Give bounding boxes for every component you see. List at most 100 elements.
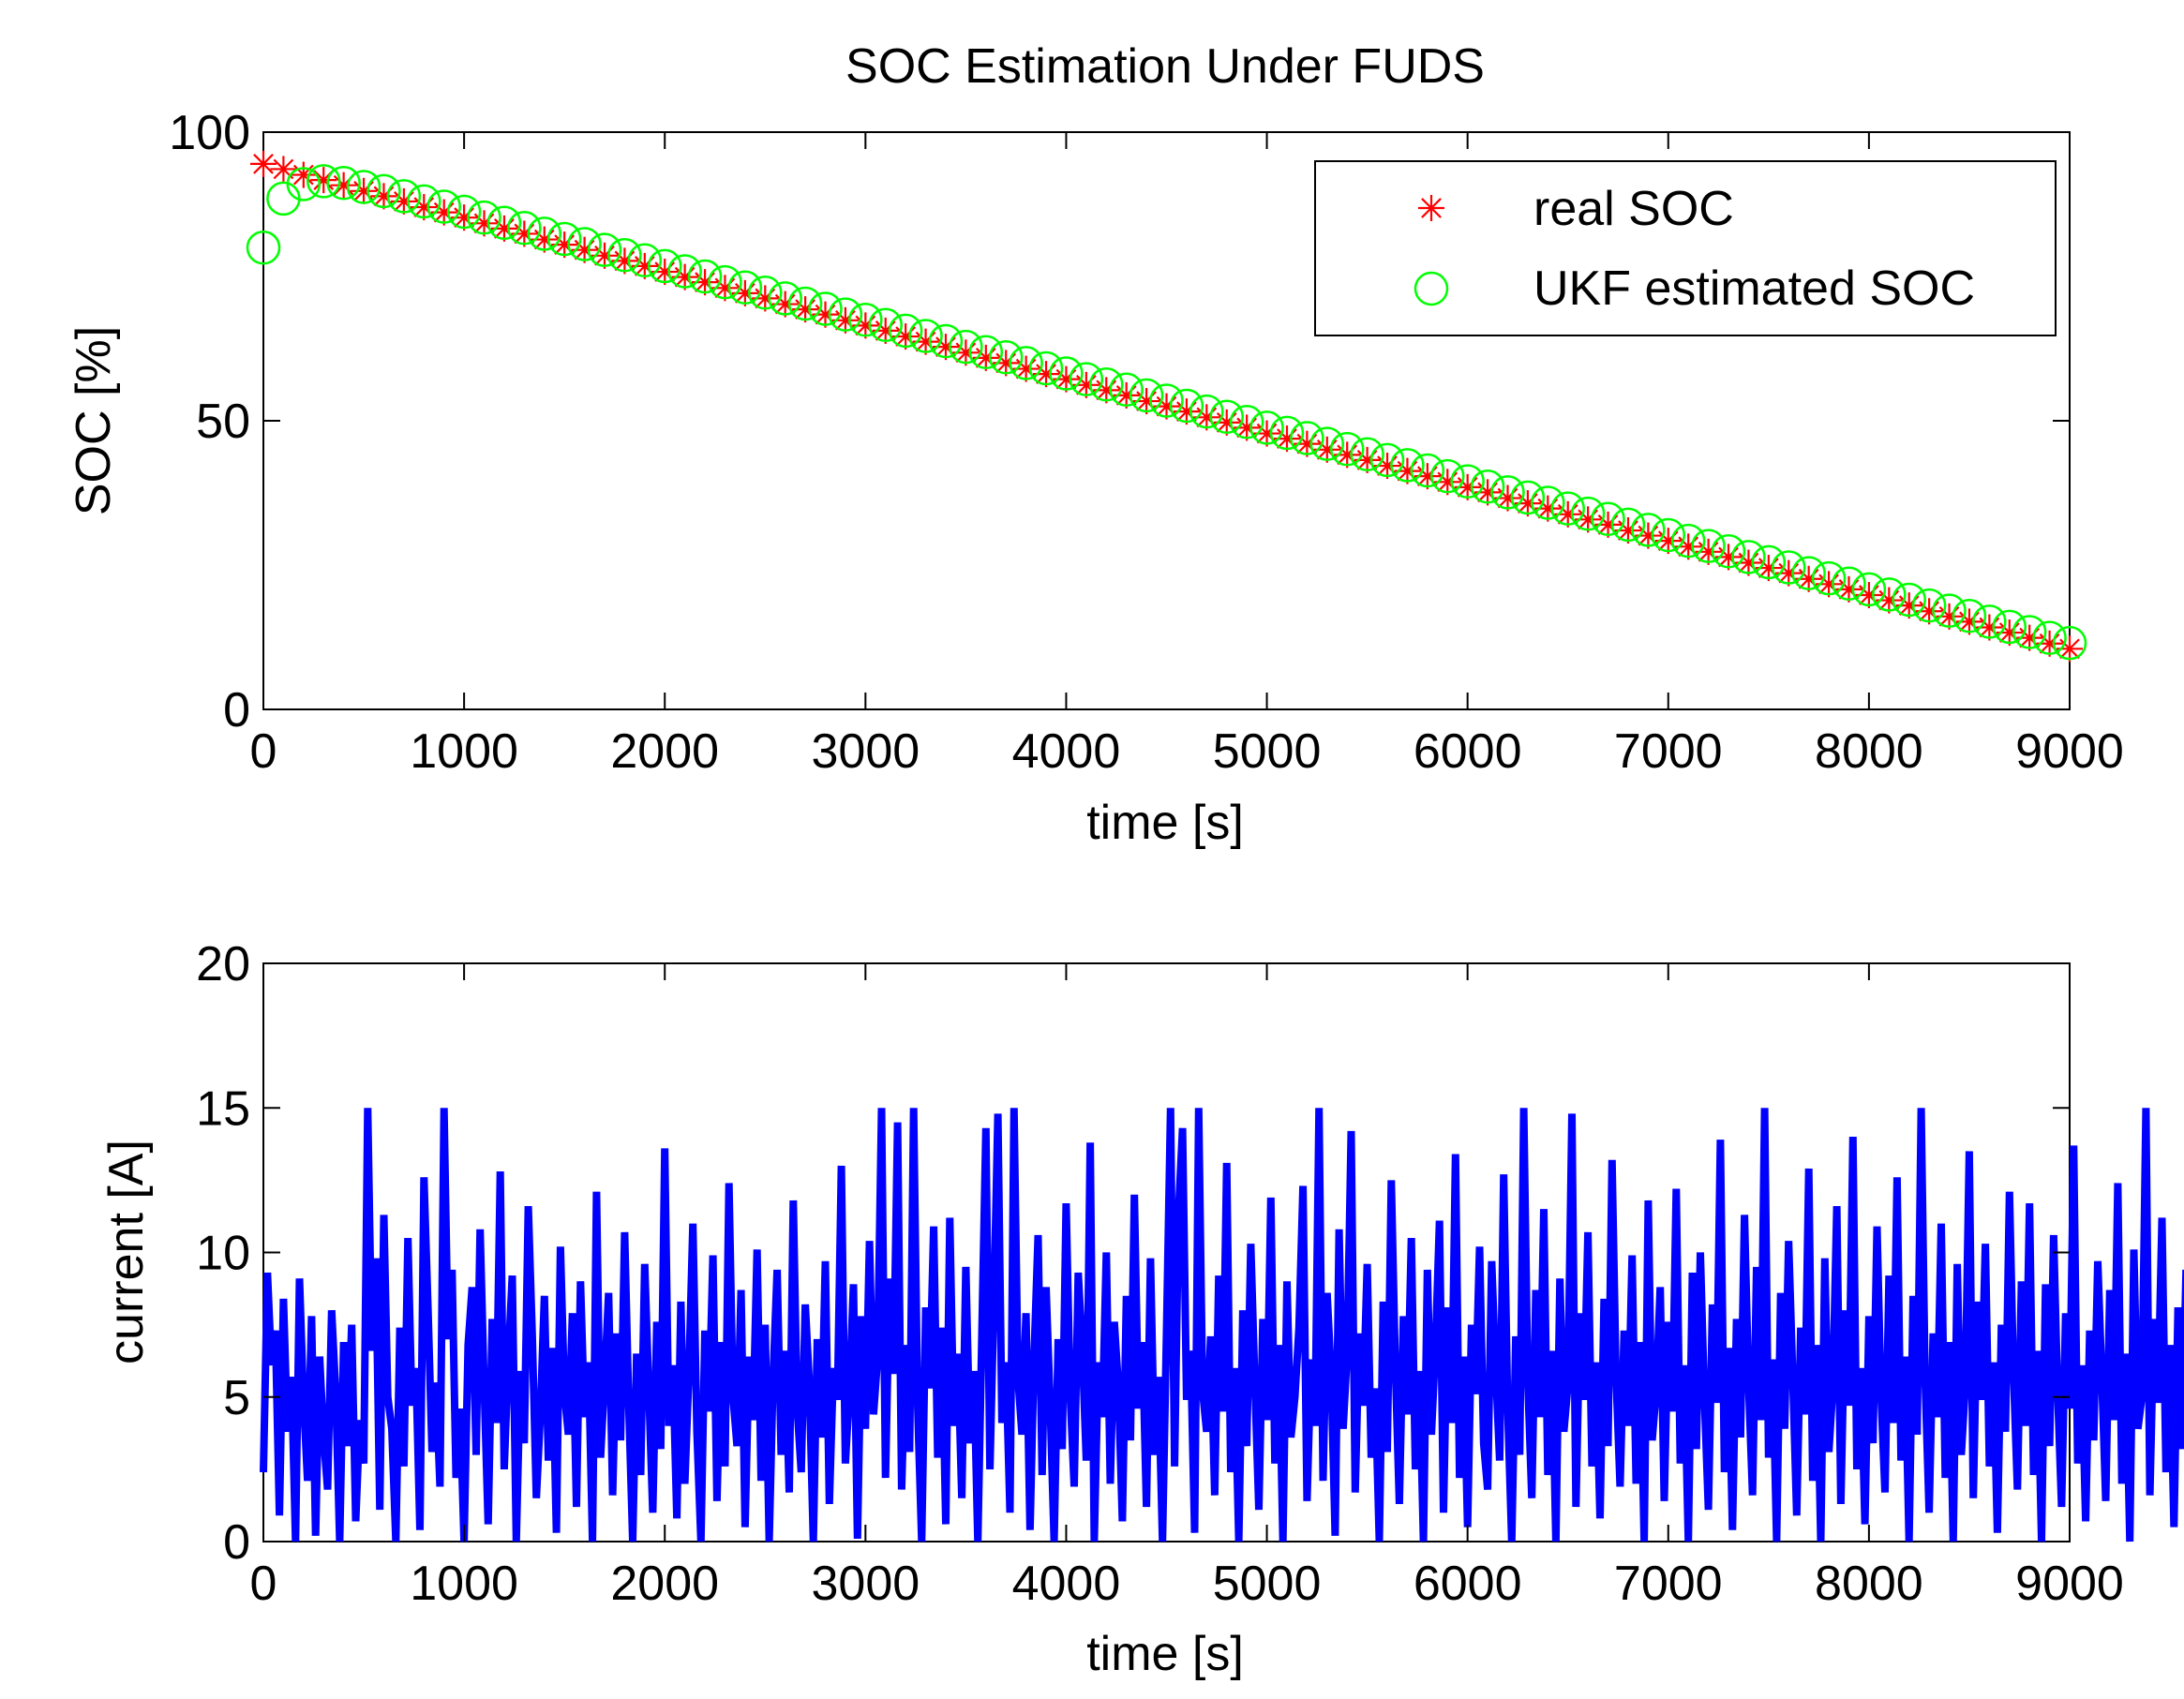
ukf-soc-point: [1309, 426, 1345, 461]
ukf-soc-point: [1290, 421, 1324, 455]
ukf-soc-point: [426, 189, 461, 224]
current-series-line: [260, 1108, 2184, 1543]
real-soc-point: [1816, 571, 1843, 598]
soc-x-tick-label: 1000: [410, 724, 518, 779]
soc-x-tick-label: 2000: [610, 724, 719, 779]
ukf-soc-point: [627, 243, 663, 278]
soc-plot: 0 1000 2000 3000 4000 5000 6000 7000 8000 9000 0 5…: [67, 106, 2124, 850]
ukf-soc-point: [1651, 517, 1686, 553]
ukf-soc-series: [246, 164, 2087, 661]
ukf-soc-point: [1390, 448, 1425, 483]
ukf-soc-point: [1049, 356, 1084, 391]
soc-legend-box: [1314, 160, 2057, 336]
current-x-tick-label: 4000: [1012, 1557, 1121, 1611]
ukf-soc-point: [587, 232, 622, 267]
current-plot: 0 1000 2000 3000 4000 5000 6000 7000 8000 9000 0 5…: [99, 937, 2184, 1681]
ukf-soc-point: [1670, 523, 1706, 559]
ukf-soc-point: [1189, 394, 1224, 429]
ukf-soc-point: [667, 254, 702, 289]
ukf-soc-point: [1691, 529, 1726, 563]
ukf-soc-point: [647, 248, 682, 284]
ukf-soc-point: [687, 259, 723, 294]
ukf-soc-point: [1911, 588, 1947, 623]
ukf-soc-point: [1329, 431, 1365, 467]
soc-x-ticks: 0 1000 2000 3000 4000 5000 6000 7000 8000 9000: [250, 132, 2124, 779]
soc-legend: real SOC UKF estimated SOC: [1314, 160, 2057, 336]
ukf-soc-point: [1089, 366, 1124, 402]
ukf-soc-point: [708, 264, 742, 300]
legend-real-soc-asterisk: [1418, 195, 1444, 221]
ukf-soc-point: [1269, 415, 1305, 451]
ukf-soc-point: [1992, 609, 2027, 645]
soc-x-tick-label: 8000: [1815, 724, 1923, 779]
current-x-tick-label: 2000: [610, 1557, 719, 1611]
ukf-soc-point: [1872, 577, 1907, 612]
real-soc-point: [250, 150, 277, 177]
ukf-soc-point: [1149, 383, 1184, 418]
current-x-tick-label: 1000: [410, 1557, 518, 1611]
ukf-soc-point: [1811, 560, 1847, 596]
ukf-soc-point: [868, 307, 903, 342]
ukf-soc-point: [768, 281, 802, 316]
ukf-soc-point: [1751, 544, 1787, 580]
ukf-soc-point: [908, 319, 943, 353]
ukf-soc-point: [286, 167, 322, 201]
ukf-soc-point: [386, 179, 422, 214]
ukf-soc-point: [346, 170, 381, 204]
ukf-soc-point: [527, 216, 562, 251]
ukf-soc-point: [467, 200, 501, 235]
ukf-soc-point: [306, 164, 341, 199]
soc-y-tick-label: 0: [223, 683, 250, 738]
ukf-soc-point: [1610, 507, 1646, 543]
current-y-axis-label: current [A]: [99, 1140, 154, 1364]
ukf-soc-point: [828, 297, 863, 332]
ukf-soc-point: [1832, 566, 1866, 601]
ukf-soc-point: [2052, 625, 2087, 661]
legend-ukf-soc-label: UKF estimated SOC: [1533, 261, 1975, 316]
soc-x-tick-label: 5000: [1213, 724, 1322, 779]
ukf-soc-point: [1169, 388, 1204, 424]
soc-x-tick-label: 6000: [1414, 724, 1522, 779]
ukf-soc-point: [1952, 598, 1987, 633]
ukf-soc-point: [1109, 372, 1144, 407]
current-x-tick-label: 0: [250, 1557, 277, 1611]
ukf-soc-point: [1430, 458, 1465, 494]
ukf-soc-point: [988, 339, 1024, 375]
ukf-soc-point: [607, 237, 642, 273]
real-soc-point: [290, 161, 317, 188]
ukf-soc-point: [1249, 410, 1284, 445]
ukf-soc-point: [787, 286, 823, 321]
ukf-soc-point: [1209, 399, 1244, 434]
current-y-tick-label: 0: [223, 1515, 250, 1570]
current-y-ticks: 0 5 10 15 20: [196, 937, 2070, 1570]
ukf-soc-point: [567, 227, 602, 261]
ukf-soc-point: [1711, 533, 1746, 569]
ukf-soc-point: [2012, 615, 2047, 649]
ukf-soc-point: [1028, 350, 1064, 386]
ukf-soc-point: [1490, 475, 1525, 510]
ukf-soc-point: [1771, 550, 1806, 585]
current-x-ticks: 0 1000 2000 3000 4000 5000 6000 7000 8000 9000: [250, 963, 2124, 1611]
ukf-soc-point: [1229, 404, 1264, 440]
soc-x-tick-label: 7000: [1614, 724, 1723, 779]
ukf-soc-point: [1550, 491, 1585, 526]
soc-x-tick-label: 4000: [1012, 724, 1121, 779]
soc-x-tick-label: 0: [250, 724, 277, 779]
current-y-tick-label: 15: [196, 1081, 250, 1136]
ukf-soc-point: [1069, 362, 1104, 396]
soc-y-ticks: 0 50 100: [169, 106, 2070, 738]
ukf-soc-point: [727, 270, 763, 305]
ukf-soc-point: [1450, 464, 1485, 499]
current-x-tick-label: 6000: [1414, 1557, 1522, 1611]
current-x-tick-label: 8000: [1815, 1557, 1923, 1611]
legend-real-soc-label: real SOC: [1533, 182, 1734, 236]
ukf-soc-point: [808, 291, 843, 326]
ukf-soc-point: [748, 275, 783, 310]
current-y-tick-label: 5: [223, 1371, 250, 1425]
current-x-tick-label: 7000: [1614, 1557, 1723, 1611]
ukf-soc-point: [1531, 485, 1565, 520]
ukf-soc-point: [546, 221, 582, 257]
current-x-tick-label: 3000: [811, 1557, 920, 1611]
ukf-soc-point: [446, 194, 482, 230]
